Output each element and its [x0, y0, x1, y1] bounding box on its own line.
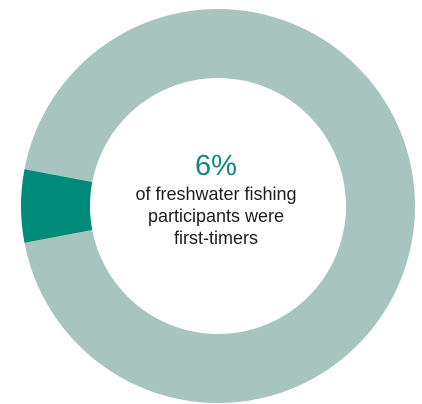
- donut-slices: [21, 9, 416, 404]
- center-caption-line-3: first-timers: [174, 228, 258, 248]
- center-value: 6%: [195, 150, 237, 182]
- center-caption-line-1: of freshwater fishing: [135, 184, 297, 204]
- center-caption-line-2: participants were: [147, 206, 285, 226]
- donut-slice-highlight: [21, 169, 93, 243]
- donut-slice-remainder: [24, 9, 416, 404]
- center-label: 6% of freshwater fishing participants we…: [91, 150, 341, 249]
